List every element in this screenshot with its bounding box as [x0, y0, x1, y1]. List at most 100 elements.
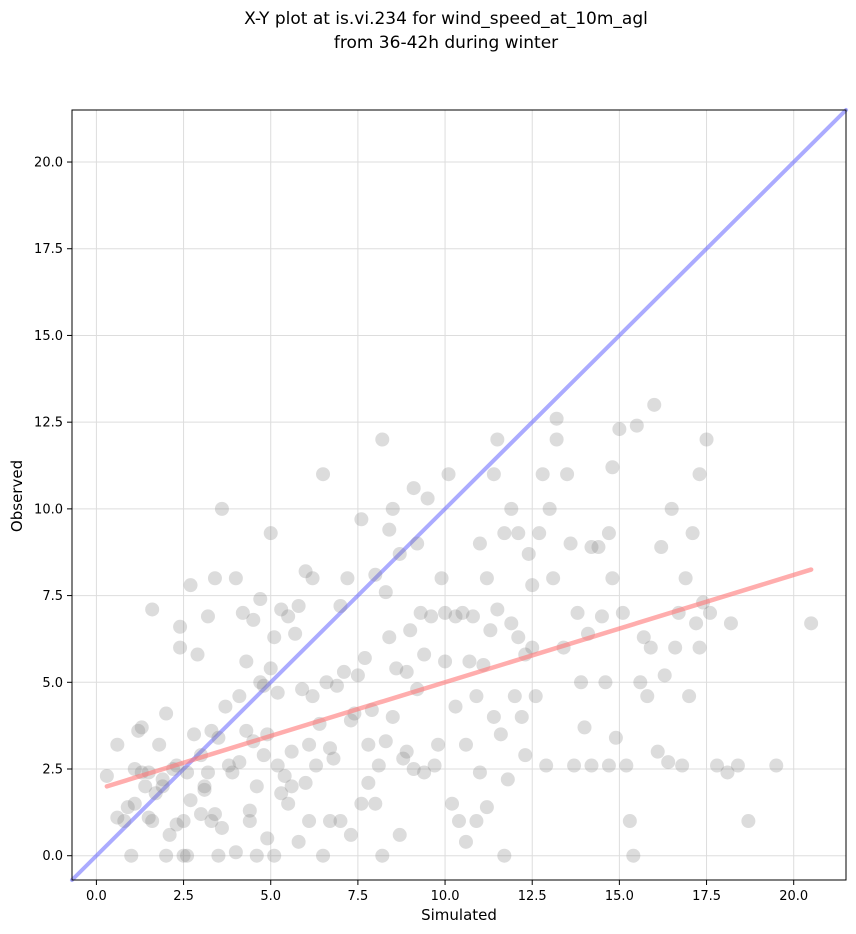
scatter-point [204, 723, 219, 738]
scatter-point [180, 848, 195, 863]
scatter-point [539, 758, 554, 773]
scatter-point [462, 654, 477, 669]
scatter-point [270, 685, 285, 700]
scatter-point [417, 765, 432, 780]
scatter-point [678, 571, 693, 586]
scatter-point [249, 779, 264, 794]
scatter-point [528, 689, 543, 704]
scatter-point [650, 744, 665, 759]
y-axis-ticks: 0.0 2.5 5.0 7.5 10.0 12.5 15.0 17.5 20.0 [34, 156, 72, 864]
scatter-point [619, 758, 634, 773]
scatter-point [329, 678, 344, 693]
scatter-point [497, 526, 512, 541]
scatter-point [232, 689, 247, 704]
scatter-point [145, 814, 160, 829]
scatter-point [472, 765, 487, 780]
scatter-point [281, 796, 296, 811]
scatter-point [406, 762, 421, 777]
scatter-point [197, 779, 212, 794]
scatter-point [615, 605, 630, 620]
scatter-point [302, 737, 317, 752]
scatter-point [601, 758, 616, 773]
scatter-point [682, 689, 697, 704]
scatter-point [309, 758, 324, 773]
x-tick-label: 0.0 [86, 889, 107, 904]
scatter-point [211, 848, 226, 863]
scatter-point [511, 526, 526, 541]
scatter-point [110, 737, 125, 752]
scatter-point [661, 755, 676, 770]
scatter-point [668, 640, 683, 655]
regression-line-layer [104, 567, 814, 789]
scatter-point [159, 706, 174, 721]
scatter-point [657, 668, 672, 683]
scatter-point [305, 689, 320, 704]
scatter-point [438, 654, 453, 669]
scatter-point [441, 467, 456, 482]
scatter-point [689, 616, 704, 631]
x-tick-label: 12.5 [518, 889, 547, 904]
scatter-point [385, 501, 400, 516]
scatter-point [804, 616, 819, 631]
scatter-point [486, 467, 501, 482]
scatter-point [263, 661, 278, 676]
scatter-point [361, 775, 376, 790]
scatter-point [703, 605, 718, 620]
y-tick-label: 12.5 [34, 416, 63, 431]
scatter-point [176, 848, 191, 863]
scatter-point [284, 744, 299, 759]
scatter-point [298, 564, 313, 579]
scatter-point [392, 546, 407, 561]
scatter-point [406, 481, 421, 496]
y-tick-label: 5.0 [42, 676, 63, 691]
scatter-point [169, 817, 184, 832]
scatter-point [434, 571, 449, 586]
y-tick-label: 17.5 [34, 242, 63, 257]
scatter-point [326, 751, 341, 766]
scatter-point [155, 772, 170, 787]
scatter-point [699, 432, 714, 447]
scatter-point [239, 723, 254, 738]
scatter-point [448, 699, 463, 714]
scatter-point [438, 605, 453, 620]
scatter-point [152, 737, 167, 752]
scatter-point [155, 779, 170, 794]
scatter-point [643, 640, 658, 655]
scatter-point [431, 737, 446, 752]
scatter-point [117, 814, 132, 829]
scatter-point [218, 699, 233, 714]
scatter-point [483, 623, 498, 638]
scatter-point [692, 640, 707, 655]
identity-line [70, 108, 848, 882]
scatter-point [563, 536, 578, 551]
scatter-point [525, 640, 540, 655]
scatter-point [382, 630, 397, 645]
scatter-point [633, 675, 648, 690]
scatter-point [507, 689, 522, 704]
scatter-point [636, 630, 651, 645]
x-tick-label: 10.0 [431, 889, 460, 904]
scatter-point [127, 762, 142, 777]
scatter-point [274, 786, 289, 801]
x-tick-label: 7.5 [348, 889, 369, 904]
chart-title-line2: from 36-42h during winter [334, 33, 558, 53]
scatter-point [340, 571, 355, 586]
scatter-point [378, 585, 393, 600]
scatter-point [710, 758, 724, 773]
scatter-point [511, 630, 526, 645]
scatter-point [291, 598, 306, 613]
scatter-point [584, 540, 599, 555]
scatter-point [605, 571, 620, 586]
scatter-point [486, 709, 501, 724]
regression-line [104, 567, 814, 789]
scatter-point [110, 810, 125, 825]
scatter-point [605, 460, 620, 475]
scatter-point [532, 526, 547, 541]
scatter-point [350, 668, 365, 683]
scatter-point [253, 675, 268, 690]
scatter-point [249, 848, 264, 863]
chart-title-line1: X-Y plot at is.vi.234 for wind_speed_at_… [244, 9, 648, 29]
scatter-point [504, 501, 519, 516]
scatter-point [361, 737, 376, 752]
scatter-point [591, 540, 606, 555]
